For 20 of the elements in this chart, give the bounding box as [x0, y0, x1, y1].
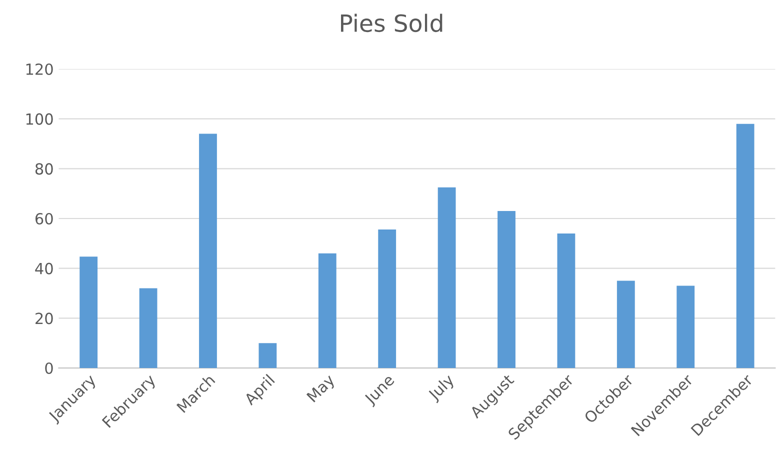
bar: [258, 343, 277, 368]
bar: [139, 288, 158, 368]
y-tick-label: 20: [36, 312, 53, 324]
chart-title: Pies Sold: [341, 14, 442, 32]
bar: [80, 256, 98, 368]
y-tick-label: 0: [45, 362, 53, 374]
bar: [199, 134, 217, 368]
bar: [616, 280, 635, 368]
y-tick-label: 60: [35, 212, 53, 225]
bar: [378, 229, 396, 368]
bar: [318, 253, 336, 368]
y-tick-label: 120: [26, 63, 53, 76]
bar: [736, 124, 754, 368]
y-tick-label: 40: [35, 262, 53, 274]
bar: [498, 211, 516, 368]
y-tick-label: 100: [26, 113, 53, 125]
bar: [676, 286, 695, 368]
bar: [438, 187, 456, 368]
bar: [557, 233, 576, 368]
y-tick-label: 80: [35, 163, 53, 175]
